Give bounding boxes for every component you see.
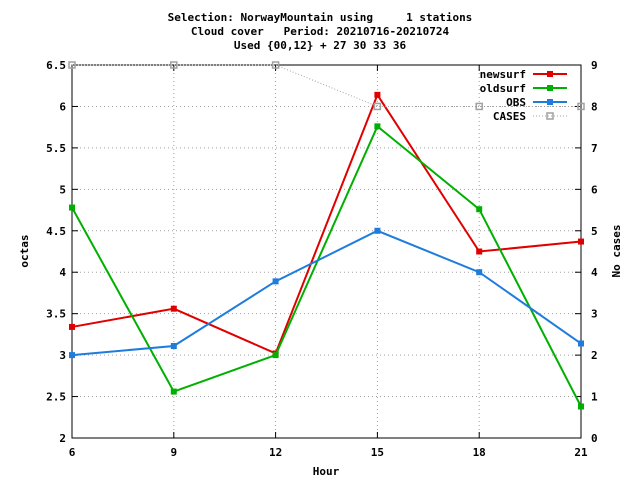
y-tick-label: 3 (59, 349, 66, 362)
series-line-newsurf (71, 92, 582, 355)
point-obs (170, 342, 177, 349)
series-line-oldsurf (71, 124, 582, 407)
chart-title-line-1: Selection: NorwayMountain using 1 statio… (167, 11, 473, 24)
x-tick-label: 15 (371, 446, 384, 459)
series-line-cases (72, 64, 581, 107)
y-tick-label: 6.5 (46, 59, 66, 72)
point-cases (577, 102, 585, 111)
legend-label-newsurf: newsurf (480, 68, 526, 81)
point-newsurf (476, 248, 483, 255)
series-line-obs (71, 229, 582, 357)
point-cases (68, 61, 76, 69)
y2-tick-label: 4 (591, 266, 598, 279)
y-tick-label: 2.5 (46, 391, 66, 404)
chart-title-line-3: Used {00,12} + 27 30 33 36 (233, 39, 407, 52)
legend-marker-cases (546, 112, 554, 120)
point-oldsurf (69, 204, 75, 211)
point-newsurf (374, 91, 381, 98)
point-newsurf (69, 323, 75, 330)
x-tick-label: 6 (69, 446, 76, 459)
x-tick-label: 12 (269, 446, 282, 459)
legend-marker-obs (547, 99, 553, 105)
plot-frame (71, 64, 582, 439)
y2-axis-label: No cases (610, 225, 623, 278)
y2-tick-label: 8 (591, 100, 598, 113)
point-obs (374, 227, 381, 234)
point-cases (170, 61, 178, 69)
y-tick-label: 4.5 (46, 225, 66, 238)
chart-title-line-2: Cloud cover Period: 20210716-20210724 (190, 25, 450, 38)
y2-tick-label: 6 (591, 183, 598, 196)
y-tick-label: 5 (59, 183, 66, 196)
x-tick-label: 18 (473, 446, 486, 459)
x-tick-label: 21 (574, 446, 588, 459)
legend-label-oldsurf: oldsurf (480, 82, 526, 95)
y-tick-label: 4 (59, 266, 66, 279)
point-cases (271, 61, 280, 69)
point-obs (69, 352, 75, 359)
y2-tick-label: 1 (591, 391, 598, 404)
y2-tick-label: 0 (591, 432, 598, 445)
y2-tick-label: 5 (591, 225, 598, 238)
y2-tick-label: 9 (591, 59, 598, 72)
y2-tick-label: 2 (591, 349, 598, 362)
point-obs (578, 340, 584, 347)
legend-marker-newsurf (547, 71, 553, 77)
y-axis-label: octas (18, 234, 31, 267)
y2-tick-label: 7 (591, 142, 598, 155)
point-oldsurf (476, 206, 483, 213)
point-cases (475, 102, 483, 111)
point-obs (476, 269, 483, 276)
point-oldsurf (578, 403, 584, 410)
y-tick-label: 2 (59, 432, 66, 445)
point-newsurf (170, 305, 177, 312)
y-tick-label: 6 (59, 100, 66, 113)
legend-label-cases: CASES (493, 110, 526, 123)
point-oldsurf (170, 388, 177, 395)
point-newsurf (578, 238, 584, 245)
point-cases (373, 102, 382, 111)
point-obs (272, 278, 279, 285)
x-axis-label: Hour (313, 465, 340, 478)
point-oldsurf (374, 123, 381, 130)
y-tick-label: 3.5 (46, 308, 66, 321)
grid-layer (72, 65, 581, 438)
legend-marker-oldsurf (547, 85, 553, 91)
y2-tick-label: 3 (591, 308, 598, 321)
legend-label-obs: OBS (506, 96, 526, 109)
point-oldsurf (272, 352, 279, 359)
y-tick-label: 5.5 (46, 142, 66, 155)
series-layer (68, 61, 585, 410)
x-tick-label: 9 (170, 446, 177, 459)
